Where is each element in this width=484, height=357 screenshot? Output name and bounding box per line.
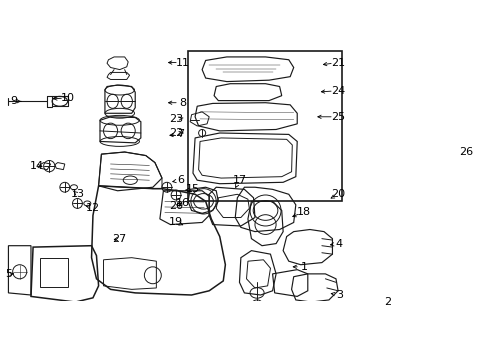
Text: 6: 6 bbox=[177, 175, 184, 185]
Text: 4: 4 bbox=[335, 238, 342, 248]
Text: 7: 7 bbox=[177, 129, 184, 140]
Text: 11: 11 bbox=[176, 57, 190, 67]
Text: 26: 26 bbox=[458, 147, 472, 157]
Text: 9: 9 bbox=[11, 96, 17, 106]
Text: 5: 5 bbox=[5, 269, 12, 279]
Text: 19: 19 bbox=[168, 217, 183, 227]
Bar bbox=[188, 51, 341, 201]
Text: 1: 1 bbox=[300, 262, 307, 272]
Text: 22: 22 bbox=[168, 128, 183, 138]
Text: 20: 20 bbox=[331, 189, 345, 199]
Text: 3: 3 bbox=[335, 290, 342, 300]
Text: 13: 13 bbox=[70, 189, 84, 199]
Text: 27: 27 bbox=[112, 234, 127, 244]
Text: 16: 16 bbox=[176, 198, 190, 208]
Text: 23: 23 bbox=[168, 114, 183, 124]
Text: 18: 18 bbox=[297, 207, 311, 217]
Text: 14: 14 bbox=[30, 161, 44, 171]
Text: 2: 2 bbox=[383, 297, 390, 307]
Text: 17: 17 bbox=[232, 175, 246, 185]
Text: 10: 10 bbox=[61, 93, 75, 103]
Text: 8: 8 bbox=[179, 98, 186, 108]
Text: 21: 21 bbox=[331, 57, 345, 67]
Text: 20: 20 bbox=[168, 201, 183, 211]
Text: 12: 12 bbox=[86, 203, 100, 213]
Text: 25: 25 bbox=[331, 112, 345, 122]
Text: 15: 15 bbox=[185, 184, 199, 194]
Text: 24: 24 bbox=[330, 86, 345, 96]
Bar bbox=[40, 258, 68, 287]
